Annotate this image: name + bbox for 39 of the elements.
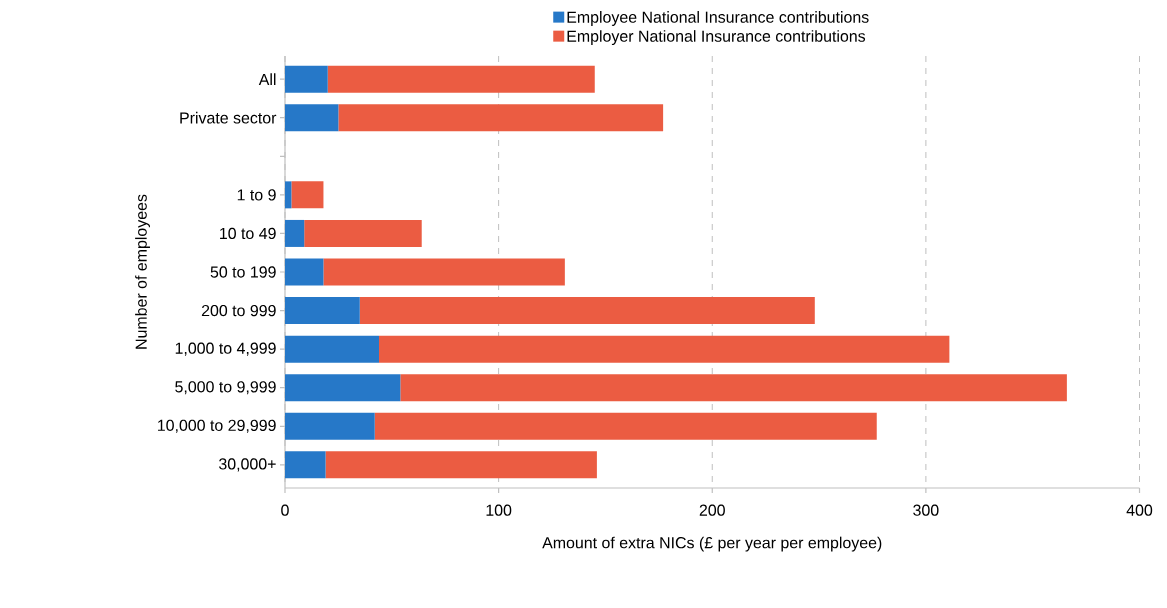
bar [374,412,877,440]
y-tick-label: 30,000+ [219,458,276,472]
bar [338,104,664,132]
bar [400,374,1067,402]
y-tick-label: Private sector [180,111,277,124]
bar [285,374,401,402]
bar [325,451,597,479]
bar [285,181,292,209]
bar [285,219,305,247]
y-tick-label: 200 to 999 [201,304,276,317]
bar [327,65,595,93]
legend-label: Employer National Insurance contributions [567,30,866,45]
bar [359,297,815,325]
y-tick-label: 1 to 9 [237,189,276,201]
bar [291,181,324,209]
bar [285,104,339,132]
x-tick-label: 300 [913,504,939,516]
y-tick-label: 10 to 49 [220,227,276,240]
y-tick-label: All [258,73,276,85]
legend-label: Employee National Insurance contributions [567,11,869,26]
x-tick-label: 100 [486,504,512,516]
x-axis-title: Amount of extra NICs (£ per year per employee) [542,536,882,552]
y-tick-label: 10,000 to 29,999 [158,419,276,433]
bar [285,335,379,363]
y-axis-title: Number of employees [135,194,150,349]
bar [378,335,950,363]
bar [323,258,565,286]
bar [285,297,360,325]
x-tick-label: 0 [281,504,289,516]
bar [304,219,422,247]
bar [285,258,324,286]
bar [285,65,328,93]
y-tick-label: 50 to 199 [210,266,276,278]
x-tick-label: 200 [699,504,725,516]
x-tick-label: 400 [1126,504,1153,516]
y-tick-label: 5,000 to 9,999 [175,381,276,395]
bar [285,412,375,440]
y-tick-label: 1,000 to 4,999 [175,342,276,356]
bar [285,451,326,479]
